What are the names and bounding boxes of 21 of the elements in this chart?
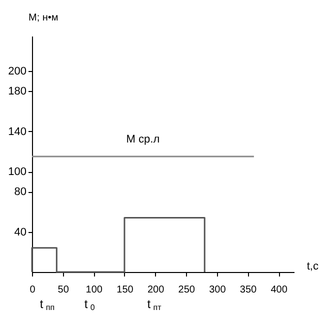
x-tick-label: 400	[270, 284, 288, 296]
y-tick-label: 100	[8, 166, 26, 178]
text: tпп	[40, 297, 55, 312]
y-tick-label: 180	[8, 86, 26, 98]
text: t0	[84, 297, 96, 312]
y-tick-label: 80	[14, 186, 26, 198]
y-axis-title: M; н•м	[28, 12, 58, 24]
x-tick-label: 100	[86, 284, 103, 296]
series-label: M ср.л	[126, 134, 160, 146]
x-tick-label: 200	[147, 284, 165, 296]
x-tick-label: 150	[116, 284, 134, 296]
x-tick-label: 350	[240, 284, 258, 296]
y-tick-label: 200	[8, 66, 26, 78]
x-tick-label: 250	[178, 284, 196, 296]
x-tick-label: 300	[209, 284, 226, 296]
y-tick-label: 140	[8, 126, 26, 138]
x-axis-title: t,c	[306, 260, 319, 272]
text: tпт	[147, 297, 162, 312]
x-tick-label: 0	[30, 284, 36, 296]
y-tick-label: 40	[14, 226, 26, 238]
x-tick-label: 50	[58, 284, 70, 296]
